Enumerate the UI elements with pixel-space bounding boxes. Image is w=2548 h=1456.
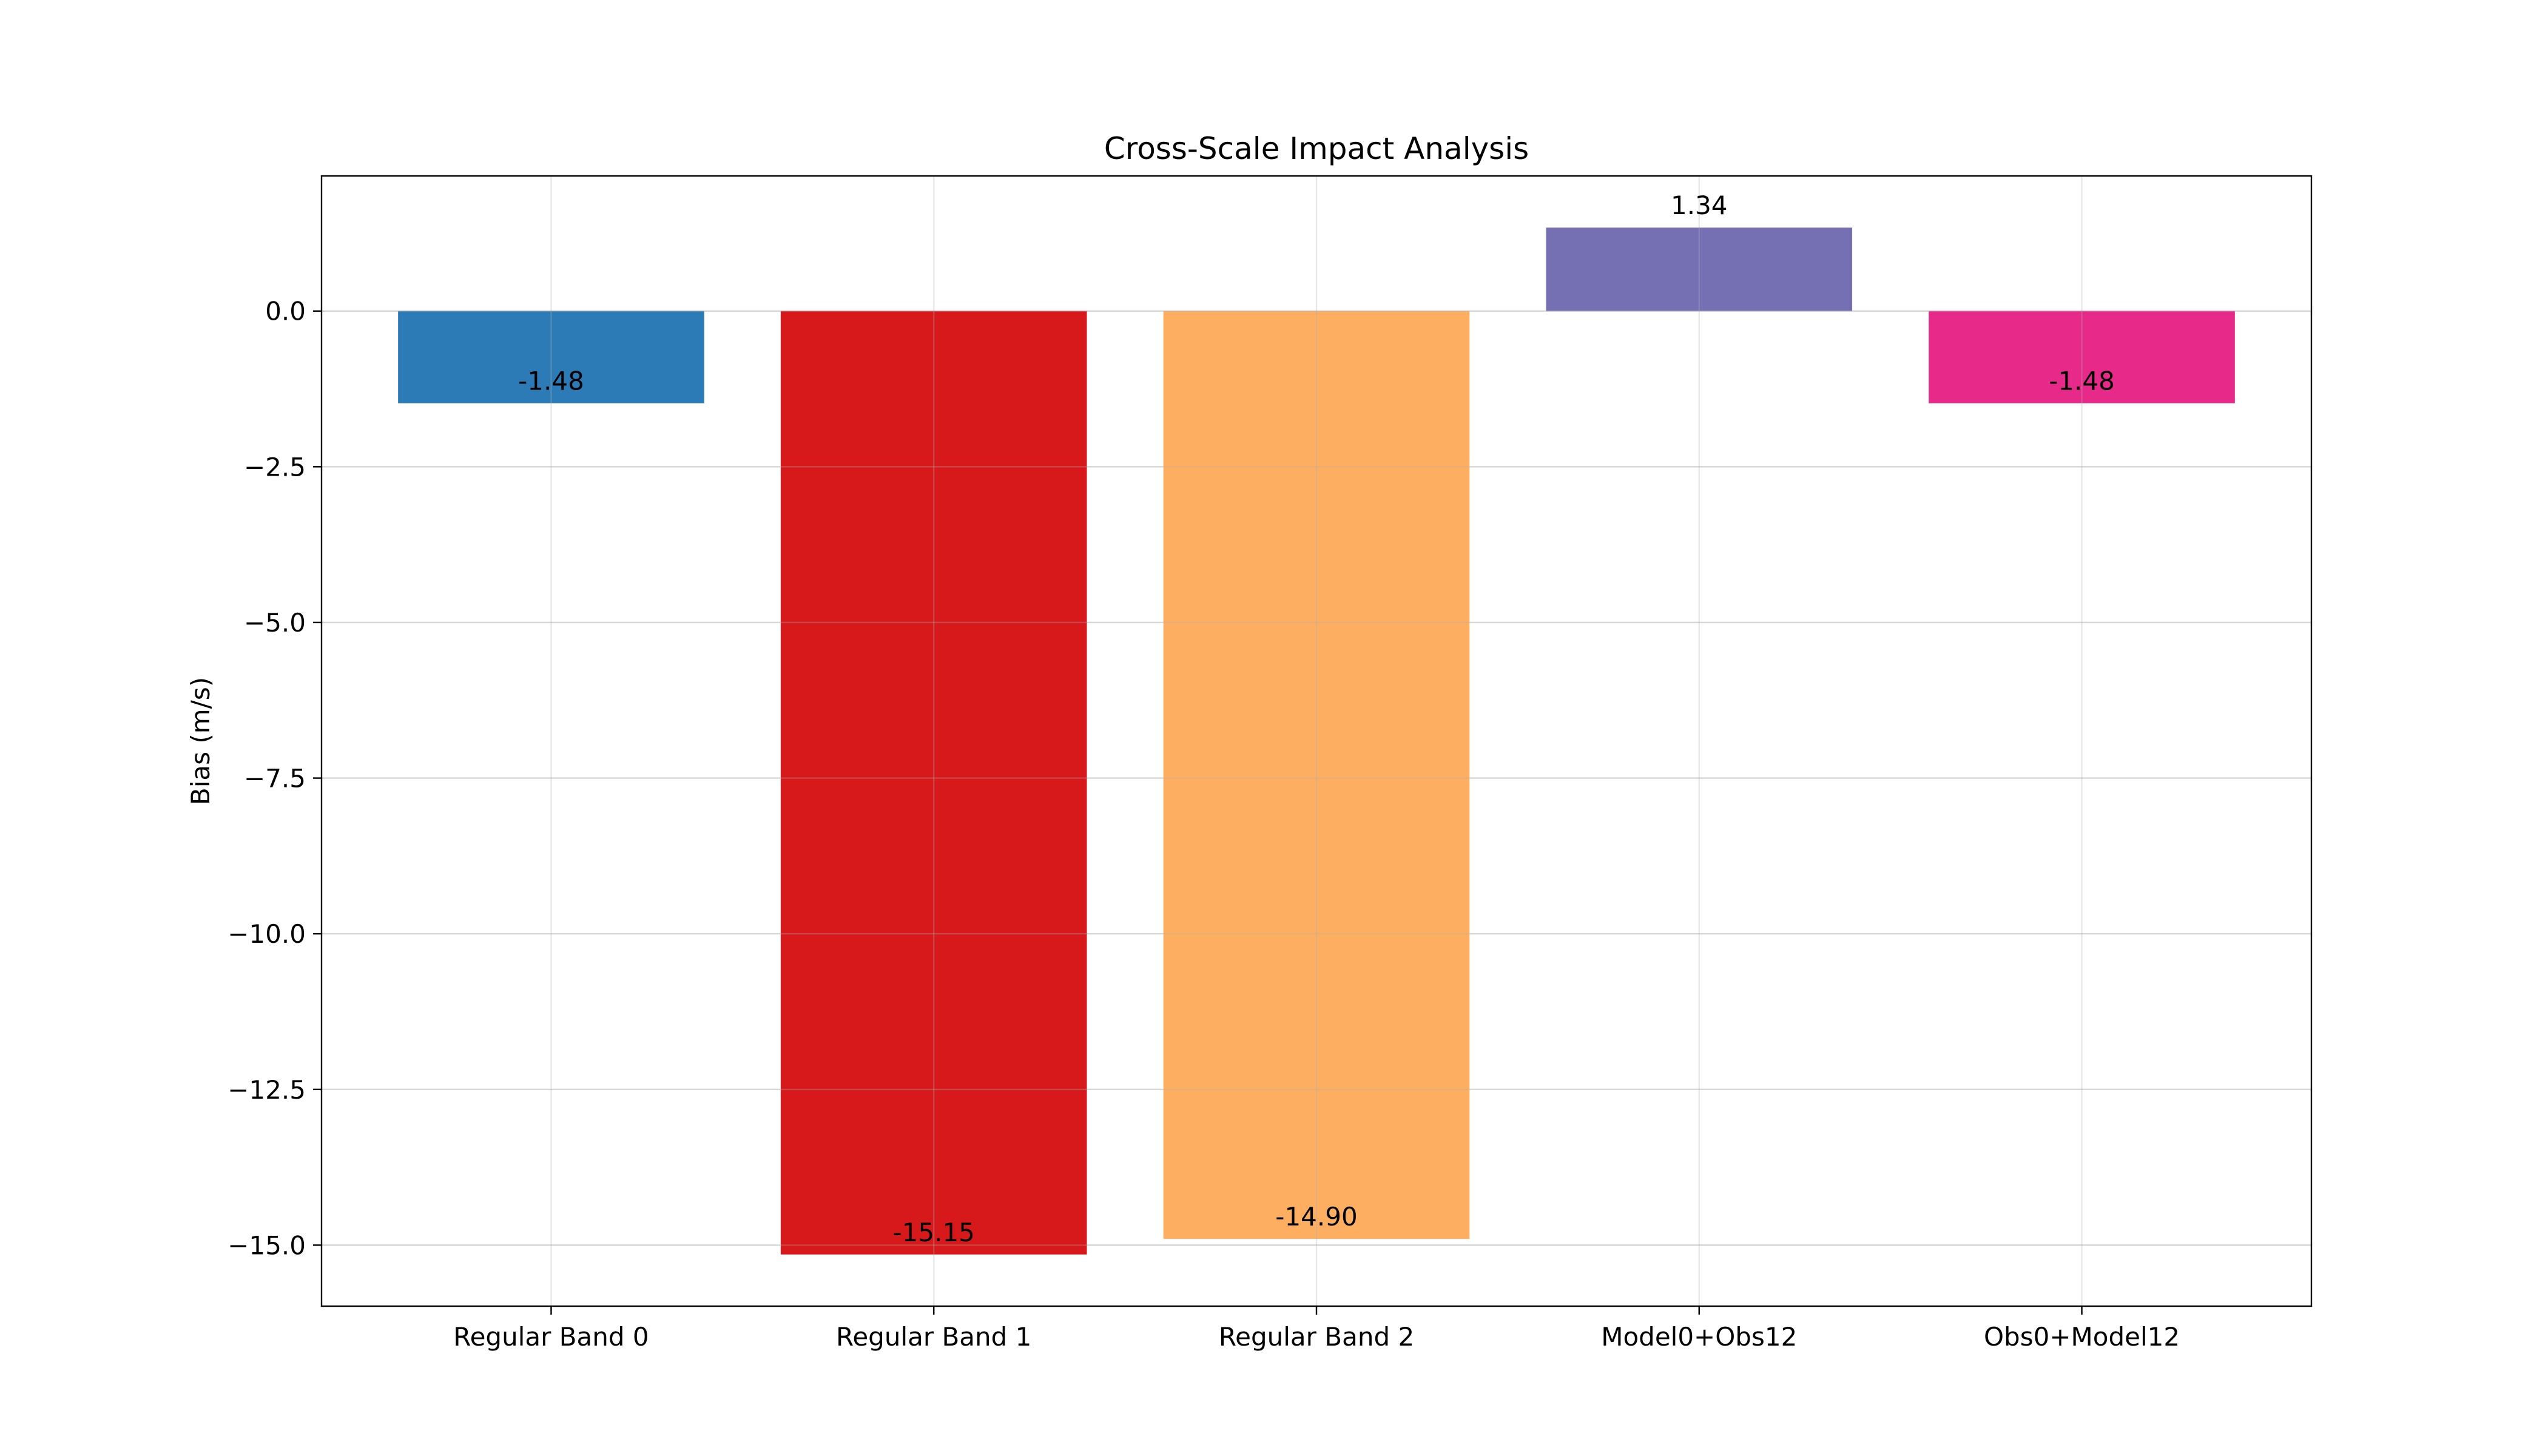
bar-value-label: -1.48 <box>2049 366 2115 396</box>
chart-title: Cross-Scale Impact Analysis <box>1104 131 1529 166</box>
x-tick-label: Regular Band 2 <box>1219 1322 1414 1352</box>
y-tick-label: −5.0 <box>244 608 306 638</box>
bar <box>780 311 1087 1255</box>
bar-value-label: -1.48 <box>518 366 584 396</box>
bars <box>398 228 2235 1255</box>
x-tick-label: Regular Band 0 <box>453 1322 649 1352</box>
x-tick-label: Obs0+Model12 <box>1984 1322 2180 1352</box>
bar <box>1546 228 1853 311</box>
bar-value-label: -14.90 <box>1275 1202 1357 1232</box>
y-tick-label: −10.0 <box>228 919 306 949</box>
x-axis-ticks: Regular Band 0 Regular Band 1 Regular Band… <box>453 1306 2180 1352</box>
bar-value-label: 1.34 <box>1671 190 1728 220</box>
y-axis-ticks: 0.0 −2.5 −5.0 −7.5 −10.0 −12.5 −15.0 <box>228 297 322 1260</box>
bar <box>398 311 704 403</box>
y-tick-label: 0.0 <box>265 297 306 326</box>
y-axis-label: Bias (m/s) <box>186 677 215 805</box>
x-tick-label: Model0+Obs12 <box>1601 1322 1797 1352</box>
y-tick-label: −2.5 <box>244 452 306 482</box>
bar-value-label: -15.15 <box>893 1218 975 1247</box>
y-tick-label: −15.0 <box>228 1230 306 1260</box>
data-labels: -1.48 -15.15 -14.90 1.34 -1.48 <box>322 190 2311 1255</box>
x-tick-label: Regular Band 1 <box>836 1322 1031 1352</box>
bar <box>1163 311 1470 1239</box>
bar <box>1929 311 2235 403</box>
y-tick-label: −7.5 <box>244 764 306 794</box>
y-tick-label: −12.5 <box>228 1075 306 1105</box>
